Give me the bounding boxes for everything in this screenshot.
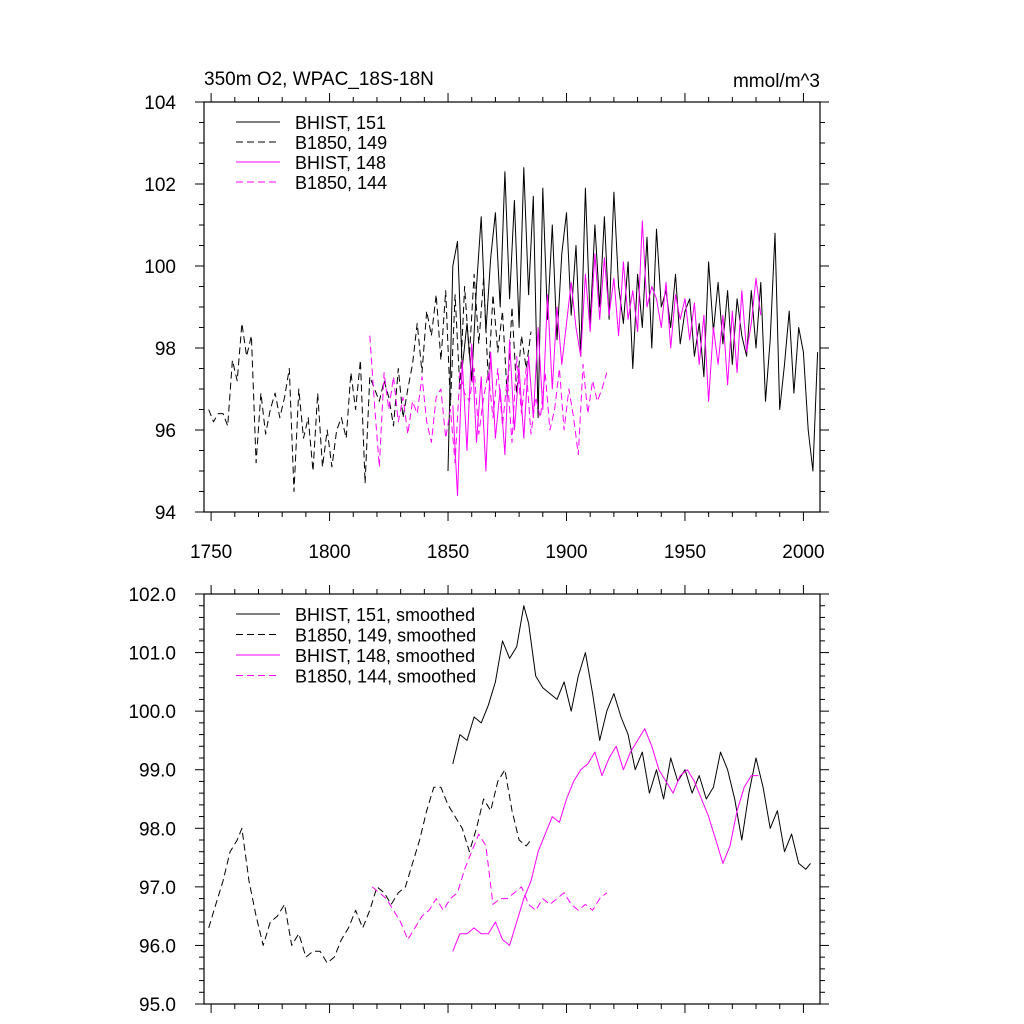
y-tick-label: 98.0 xyxy=(139,819,176,840)
bottom-ticks: 95.0 96.0 97.0 98.0 99.0 100.0 101.0 102.0 xyxy=(128,585,829,1016)
legend-label: B1850, 149, smoothed xyxy=(295,626,476,646)
series-line-0 xyxy=(452,605,811,870)
top-ticks: 1750 1800 1850 1900 1950 2000 94 96 98 100 102 104 xyxy=(144,93,829,563)
legend-label: B1850, 144 xyxy=(295,173,387,193)
y-tick-label: 97.0 xyxy=(139,878,176,899)
y-tick-label: 98 xyxy=(155,339,176,360)
bottom-series-group xyxy=(208,605,811,964)
legend-label: BHIST, 148, smoothed xyxy=(295,646,475,666)
top-panel: 350m O2, WPAC_18S-18N mmol/m^3 1750 1800 1… xyxy=(144,69,829,563)
legend-label: B1850, 144, smoothed xyxy=(295,667,476,687)
x-tick-label: 1950 xyxy=(664,542,706,563)
top-series-group xyxy=(208,167,819,497)
y-tick-label: 96.0 xyxy=(139,936,176,957)
y-tick-label: 100 xyxy=(144,257,176,278)
series-line-1 xyxy=(208,769,532,964)
x-tick-label: 1850 xyxy=(427,542,469,563)
units-label: mmol/m^3 xyxy=(733,71,820,92)
x-tick-label: 2000 xyxy=(782,542,824,563)
legend-label: BHIST, 148 xyxy=(295,153,386,173)
series-line-0 xyxy=(447,167,819,472)
y-tick-label: 102.0 xyxy=(128,585,176,606)
series-line-2 xyxy=(452,728,759,952)
legend-label: BHIST, 151 xyxy=(295,113,386,133)
series-line-2 xyxy=(452,220,762,497)
y-tick-label: 96 xyxy=(155,421,176,442)
legend-label: BHIST, 151, smoothed xyxy=(295,605,475,625)
x-tick-label: 1800 xyxy=(308,542,350,563)
y-tick-label: 101.0 xyxy=(128,644,176,665)
y-tick-label: 99.0 xyxy=(139,761,176,782)
y-tick-label: 94 xyxy=(155,503,177,524)
x-tick-label: 1750 xyxy=(190,542,232,563)
series-line-1 xyxy=(208,273,532,492)
bottom-plot-frame xyxy=(203,593,821,1005)
bottom-panel: 95.0 96.0 97.0 98.0 99.0 100.0 101.0 102.0 BHIS… xyxy=(128,585,829,1016)
top-plot-frame xyxy=(203,101,821,513)
y-tick-label: 95.0 xyxy=(139,995,176,1016)
series-line-3 xyxy=(371,833,608,941)
x-tick-label: 1900 xyxy=(545,542,587,563)
y-tick-label: 102 xyxy=(144,175,176,196)
y-tick-label: 100.0 xyxy=(128,702,176,723)
y-tick-label: 104 xyxy=(144,93,176,114)
legend-label: B1850, 149 xyxy=(295,133,387,153)
chart-title: 350m O2, WPAC_18S-18N xyxy=(204,69,434,90)
